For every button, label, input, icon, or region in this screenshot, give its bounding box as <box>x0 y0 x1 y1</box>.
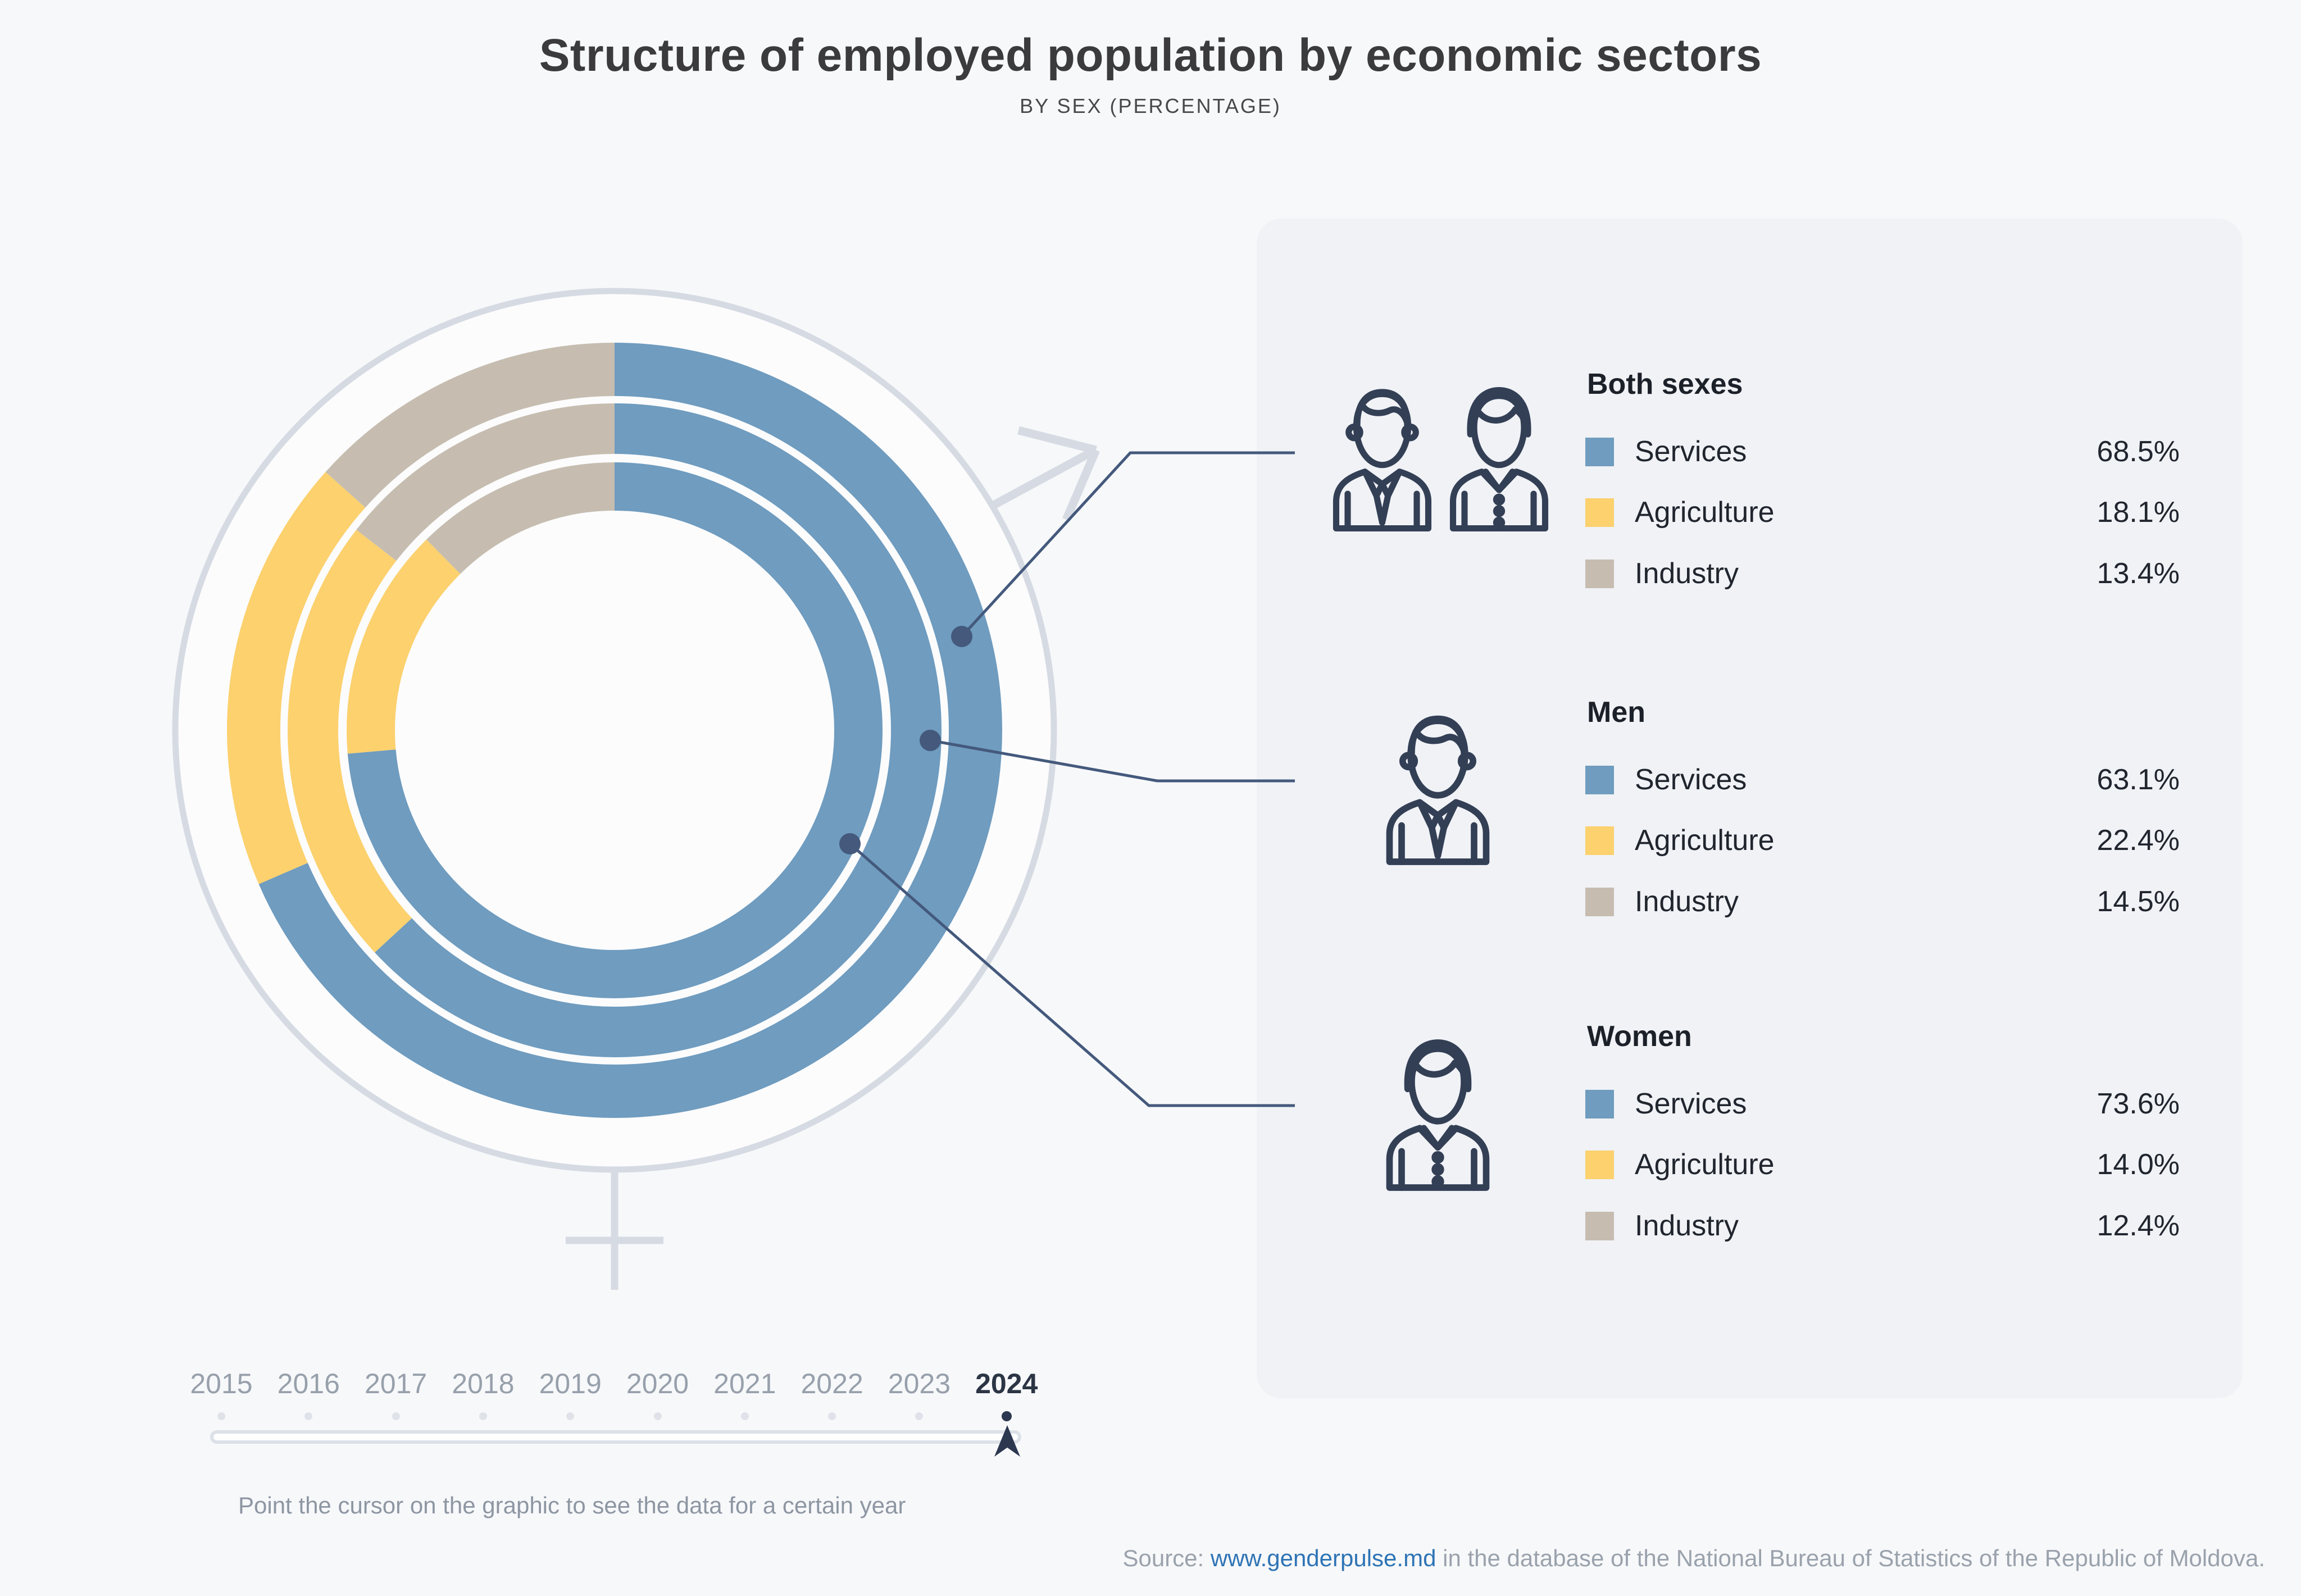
legend-label: Services <box>1635 435 1747 468</box>
legend-row-men-industry: Industry 14.5% <box>1585 885 2180 918</box>
legend-row-men-agriculture: Agriculture 22.4% <box>1585 824 2180 857</box>
legend-row-men-services: Services 63.1% <box>1585 763 2180 796</box>
legend-row-both-sexes-industry: Industry 13.4% <box>1585 557 2180 590</box>
man-icon <box>1377 697 1498 882</box>
connector-men <box>930 739 1295 783</box>
page-subtitle: BY SEX (PERCENTAGE) <box>1020 94 1281 117</box>
year-dot-2015[interactable] <box>217 1412 225 1420</box>
ring-segment-women-agriculture[interactable] <box>347 462 883 998</box>
year-dot-2016[interactable] <box>304 1412 313 1420</box>
year-label-2017[interactable]: 2017 <box>364 1368 428 1399</box>
female-cross-icon <box>566 1170 663 1290</box>
year-label-2020[interactable]: 2020 <box>626 1368 689 1399</box>
legend-swatch-services <box>1585 437 1614 466</box>
legend-swatch-industry <box>1585 1211 1614 1240</box>
legend-value: 68.5% <box>2097 435 2180 468</box>
year-label-2024[interactable]: 2024 <box>975 1368 1038 1399</box>
legend-swatch-industry <box>1585 559 1614 588</box>
legend-label: Industry <box>1635 557 1739 590</box>
legend-label: Agriculture <box>1635 1148 1775 1181</box>
legend-label: Services <box>1635 1088 1747 1120</box>
ring-segment-women-industry[interactable] <box>347 462 883 998</box>
year-label-2018[interactable]: 2018 <box>452 1368 515 1399</box>
legend-swatch-services <box>1585 765 1614 794</box>
legend-row-both-sexes-agriculture: Agriculture 18.1% <box>1585 496 2180 529</box>
legend-row-women-services: Services 73.6% <box>1585 1088 2180 1120</box>
year-label-2021[interactable]: 2021 <box>713 1368 776 1399</box>
year-dot-2019[interactable] <box>566 1412 575 1420</box>
year-dot-2022[interactable] <box>828 1412 836 1420</box>
year-label-2019[interactable]: 2019 <box>539 1368 602 1399</box>
donut-rings[interactable] <box>227 343 1002 1118</box>
connector-women <box>849 843 1295 1107</box>
legend-label: Industry <box>1635 885 1739 918</box>
legend-swatch-services <box>1585 1089 1614 1118</box>
legend-header-men: Men <box>1587 696 1645 729</box>
legend-label: Services <box>1635 763 1747 796</box>
legend-value: 13.4% <box>2097 557 2180 590</box>
legend-swatch-industry <box>1585 887 1614 916</box>
legend-value: 22.4% <box>2097 824 2180 857</box>
legend-label: Agriculture <box>1635 824 1775 857</box>
legend-value: 12.4% <box>2097 1209 2180 1242</box>
source-link[interactable]: www.genderpulse.md <box>1210 1545 1436 1571</box>
woman-icon <box>1441 368 1557 551</box>
year-label-2023[interactable]: 2023 <box>888 1368 951 1399</box>
legend-swatch-agriculture <box>1585 1150 1614 1179</box>
year-dot-2018[interactable] <box>479 1412 487 1420</box>
legend-swatch-agriculture <box>1585 826 1614 855</box>
year-label-2015[interactable]: 2015 <box>190 1368 253 1399</box>
year-dot-2021[interactable] <box>740 1412 749 1420</box>
source-prefix: Source: <box>1122 1545 1211 1571</box>
legend-value: 63.1% <box>2097 763 2180 796</box>
ring-segment-both-sexes-agriculture[interactable] <box>227 343 1002 1118</box>
connector-dots <box>839 626 972 854</box>
male-arrow-icon <box>990 426 1100 521</box>
legend-swatch-agriculture <box>1585 498 1614 527</box>
connector-lines <box>849 451 1295 1107</box>
woman-icon <box>1377 1022 1498 1208</box>
ring-segment-men-agriculture[interactable] <box>288 403 942 1057</box>
year-dot-2020[interactable] <box>653 1412 662 1420</box>
legend-label: Industry <box>1635 1209 1739 1242</box>
timeline-hint: Point the cursor on the graphic to see t… <box>238 1492 906 1518</box>
ring-segment-both-sexes-industry[interactable] <box>227 343 1002 1118</box>
legend-value: 14.0% <box>2097 1148 2180 1181</box>
source-suffix: in the database of the National Bureau o… <box>1436 1545 2265 1571</box>
year-dot-2024[interactable] <box>1001 1411 1012 1421</box>
man-icon <box>1325 368 1440 551</box>
ring-segment-men-industry[interactable] <box>288 403 942 1057</box>
year-label-2016[interactable]: 2016 <box>277 1368 340 1399</box>
year-dot-2017[interactable] <box>392 1412 400 1420</box>
legend-row-both-sexes-services: Services 68.5% <box>1585 435 2180 468</box>
legend-header-women: Women <box>1587 1020 1692 1053</box>
year-dot-2023[interactable] <box>915 1412 924 1420</box>
legend-row-women-industry: Industry 12.4% <box>1585 1209 2180 1242</box>
legend-value: 73.6% <box>2097 1088 2180 1120</box>
legend-value: 14.5% <box>2097 885 2180 918</box>
legend-label: Agriculture <box>1635 496 1775 529</box>
timeline-track[interactable] <box>210 1430 1021 1444</box>
legend-row-women-agriculture: Agriculture 14.0% <box>1585 1148 2180 1181</box>
source-line: Source: www.genderpulse.md in the databa… <box>1122 1545 2265 1572</box>
year-label-2022[interactable]: 2022 <box>801 1368 863 1399</box>
legend-value: 18.1% <box>2097 496 2180 529</box>
page-title: Structure of employed population by econ… <box>539 30 1762 81</box>
connector-both-sexes <box>961 451 1295 638</box>
legend-header-both-sexes: Both sexes <box>1587 368 1743 401</box>
